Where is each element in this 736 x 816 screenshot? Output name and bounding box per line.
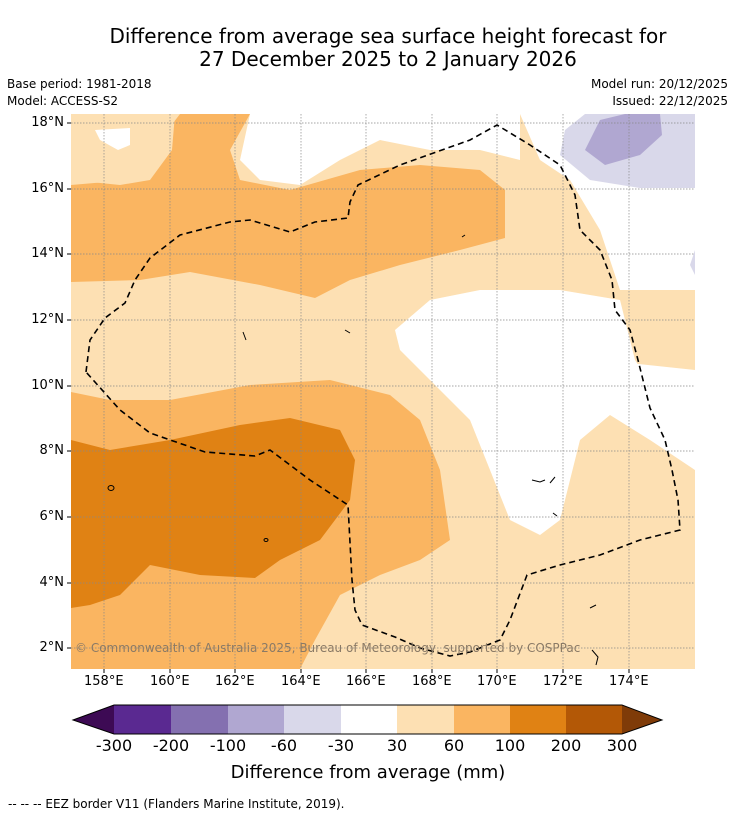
base-period: Base period: 1981-2018 xyxy=(7,77,152,91)
contour-100-200 xyxy=(71,418,355,608)
colorbar-segment xyxy=(397,705,454,734)
island xyxy=(549,476,556,484)
colorbar-segment xyxy=(228,705,284,734)
model-run: Model run: 20/12/2025 xyxy=(590,77,728,91)
eez-footnote: -- -- -- EEZ border V11 (Flanders Marine… xyxy=(8,797,345,811)
lon-label: 168°E xyxy=(412,674,452,689)
colorbar-outline xyxy=(71,704,664,735)
colorbar-tick: 60 xyxy=(443,736,465,755)
island xyxy=(107,485,115,491)
colorbar-segment xyxy=(454,705,510,734)
colorbar-segment xyxy=(114,705,171,734)
lon-label: 160°E xyxy=(150,674,190,689)
colorbar-segment xyxy=(510,705,566,734)
lat-label: 16°N xyxy=(31,181,64,196)
colorbar xyxy=(71,704,664,735)
colorbar-segment xyxy=(284,705,341,734)
colorbar-extend-high xyxy=(622,705,662,734)
map-title-line1: Difference from average sea surface heig… xyxy=(109,24,667,48)
island xyxy=(263,538,269,542)
colorbar-label: Difference from average (mm) xyxy=(230,762,506,783)
colorbar-segment xyxy=(171,705,228,734)
contour-neg-60-100 xyxy=(585,114,662,165)
lon-label: 170°E xyxy=(477,674,517,689)
lat-label: 18°N xyxy=(31,115,64,130)
contour-neutral-north xyxy=(240,114,520,185)
colorbar-tick: 300 xyxy=(606,736,638,755)
colorbar-tick: -100 xyxy=(209,736,247,755)
colorbar-segment xyxy=(566,705,622,734)
island xyxy=(242,331,247,341)
contour-neg-small xyxy=(690,250,695,275)
island xyxy=(531,479,546,483)
island xyxy=(589,604,597,609)
contour-60-100-north xyxy=(71,114,505,298)
colorbar-tick: -60 xyxy=(270,736,298,755)
colorbar-tick: 30 xyxy=(386,736,408,755)
colorbar-segment xyxy=(341,705,397,734)
lon-label: 174°E xyxy=(609,674,649,689)
colorbar-tick: -300 xyxy=(95,736,133,755)
lon-label: 158°E xyxy=(84,674,124,689)
island xyxy=(591,649,599,666)
island xyxy=(552,512,558,517)
colorbar-tick: 100 xyxy=(494,736,526,755)
lat-label: 12°N xyxy=(31,312,64,327)
lat-label: 2°N xyxy=(39,640,65,655)
copyright-notice: © Commonwealth of Australia 2025, Bureau… xyxy=(75,641,581,655)
colorbar-tick: -30 xyxy=(327,736,355,755)
colorbar-tick: 200 xyxy=(550,736,582,755)
lon-label: 162°E xyxy=(215,674,255,689)
colorbar-extend-low xyxy=(73,705,114,734)
lat-label: 6°N xyxy=(39,509,65,524)
contour-neutral-east xyxy=(395,290,695,535)
lat-label: 10°N xyxy=(31,378,64,393)
lon-label: 166°E xyxy=(346,674,386,689)
map-contours xyxy=(71,114,695,669)
island xyxy=(344,329,351,334)
lon-label: 172°E xyxy=(543,674,583,689)
issued-date: Issued: 22/12/2025 xyxy=(612,94,728,108)
lat-label: 4°N xyxy=(39,575,65,590)
colorbar-tick: -200 xyxy=(152,736,190,755)
contour-neutral-east-edge xyxy=(600,360,695,470)
island xyxy=(461,234,466,238)
map-title-line2: 27 December 2025 to 2 January 2026 xyxy=(199,47,577,71)
lon-label: 164°E xyxy=(281,674,321,689)
lat-label: 14°N xyxy=(31,246,64,261)
islands xyxy=(107,234,599,666)
lat-label: 8°N xyxy=(39,443,65,458)
model-name: Model: ACCESS-S2 xyxy=(7,94,119,108)
axis-ticks xyxy=(67,122,630,673)
